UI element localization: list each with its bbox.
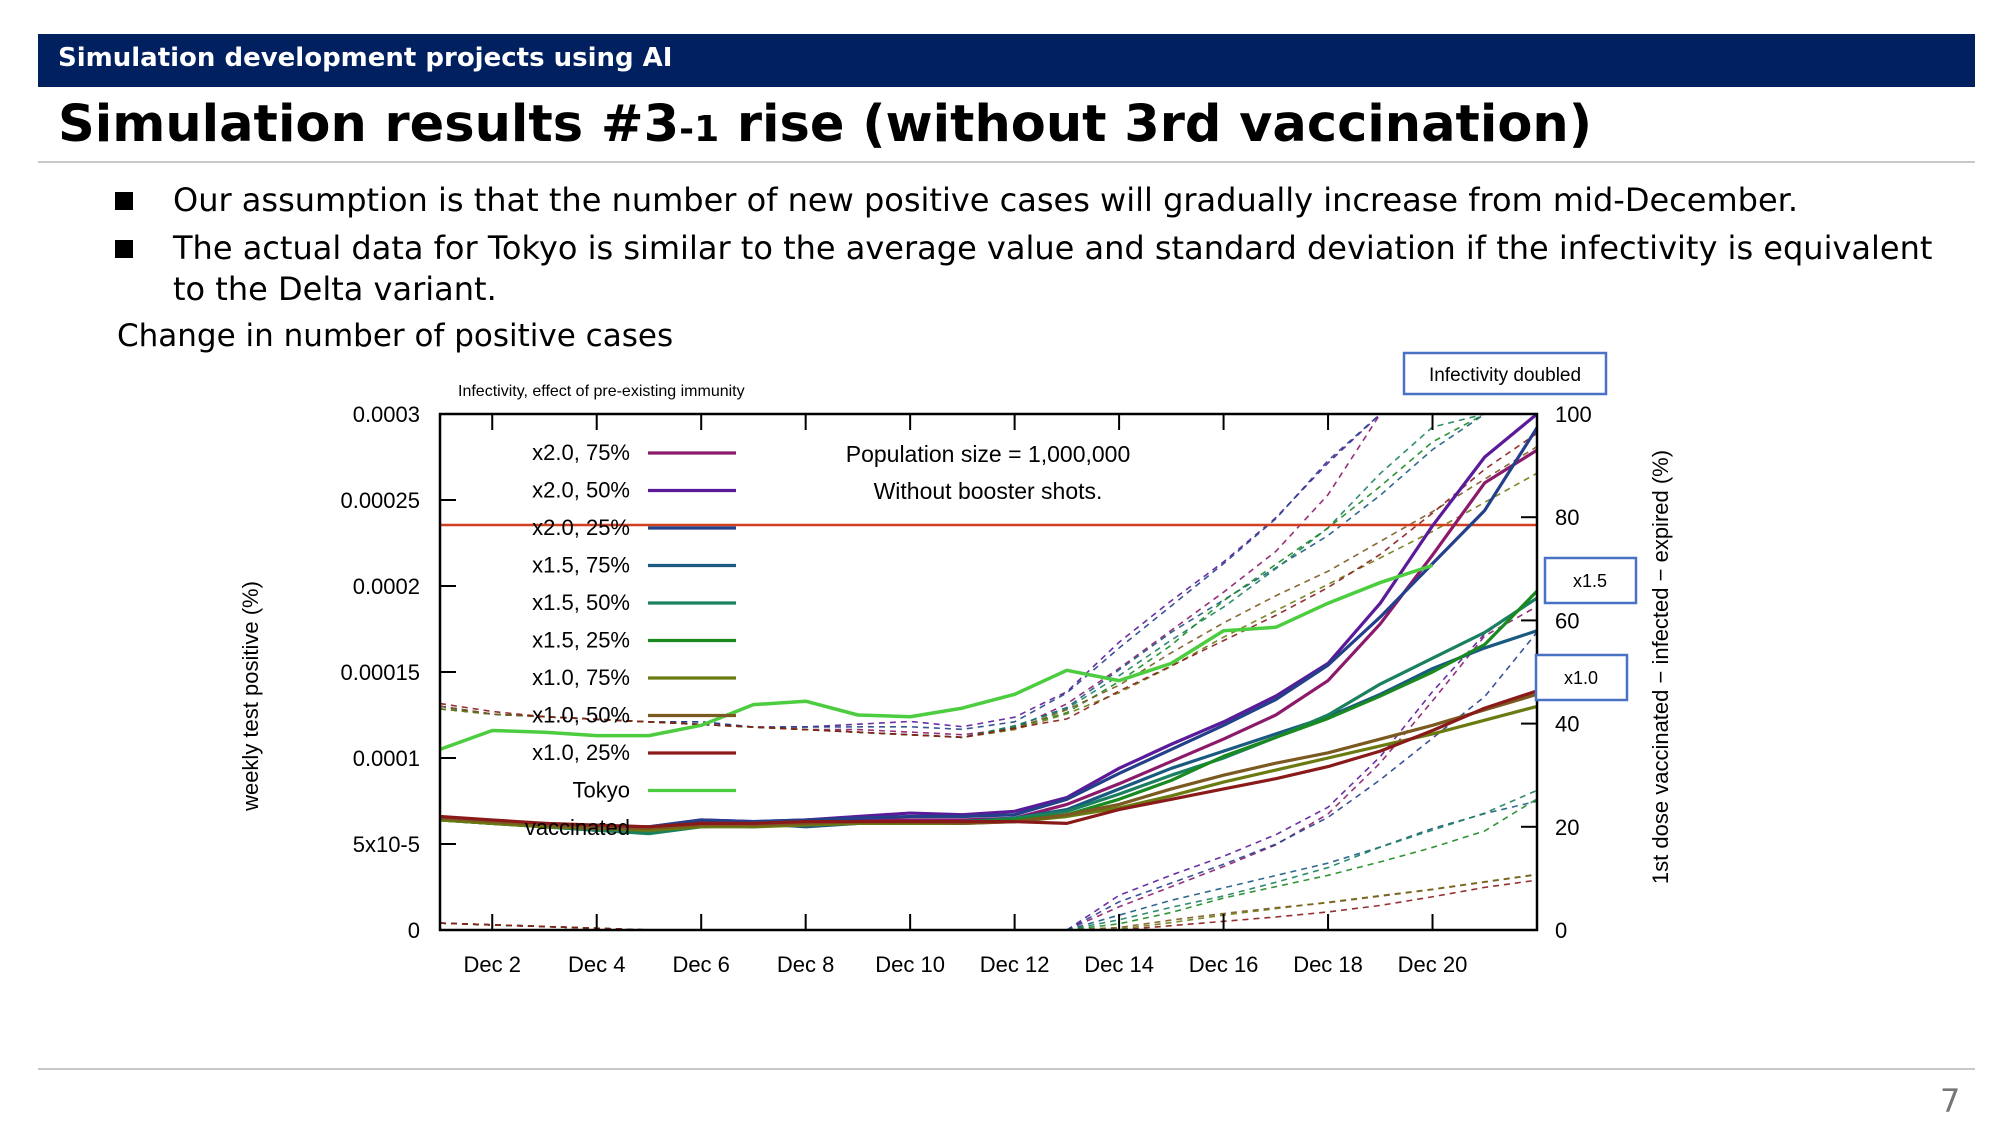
- x-tick-label: Dec 16: [1189, 952, 1259, 977]
- lower-band-line: [439, 879, 1538, 931]
- upper-band-line: [439, 413, 1537, 739]
- y-tick-label: 0: [408, 918, 420, 943]
- x-tick-label: Dec 18: [1293, 952, 1363, 977]
- x-tick-label: Dec 4: [568, 952, 625, 977]
- legend-label: x1.5, 50%: [532, 590, 630, 615]
- y2-tick-label: 20: [1555, 815, 1579, 840]
- legend-label: x1.0, 75%: [532, 665, 630, 690]
- bullet-text: Our assumption is that the number of new…: [173, 181, 1799, 219]
- header-bar: [38, 34, 1975, 87]
- y-axis-label: weekly test positive (%): [238, 581, 263, 812]
- title-divider: [38, 161, 1975, 163]
- bullet-item: The actual data for Tokyo is similar to …: [115, 228, 1955, 310]
- y-tick-label: 0.0003: [353, 402, 420, 427]
- series-line: [439, 689, 1538, 829]
- bullet-item: Our assumption is that the number of new…: [115, 180, 1955, 221]
- y2-tick-label: 100: [1555, 402, 1592, 427]
- legend-label: x1.0, 50%: [532, 703, 630, 728]
- y2-tick-label: 0: [1555, 918, 1567, 943]
- lower-band-line: [439, 789, 1538, 931]
- page-number: 7: [1940, 1082, 1961, 1120]
- callout-x1-0: x1.0: [1564, 668, 1598, 688]
- upper-band-line: [439, 413, 1537, 728]
- callout-infectivity-doubled: Infectivity doubled: [1429, 365, 1581, 386]
- lower-band-line: [439, 873, 1538, 931]
- chart-caption: Change in number of positive cases: [117, 318, 674, 354]
- lower-band-line: [439, 873, 1538, 931]
- x-tick-label: Dec 8: [777, 952, 834, 977]
- y2-tick-label: 80: [1555, 505, 1579, 530]
- legend-label: x2.0, 50%: [532, 478, 630, 503]
- page-title: Simulation results #3-1 rise (without 3r…: [58, 95, 1592, 154]
- upper-band-line: [439, 432, 1538, 739]
- y2-tick-label: 40: [1555, 712, 1579, 737]
- x-tick-label: Dec 10: [875, 952, 945, 977]
- legend-label: Tokyo: [573, 778, 630, 803]
- y-tick-label: 5x10-5: [353, 832, 420, 857]
- y2-tick-label: 60: [1555, 608, 1579, 633]
- x-tick-label: Dec 6: [672, 952, 729, 977]
- x-tick-label: Dec 14: [1084, 952, 1154, 977]
- x-tick-label: Dec 12: [980, 952, 1050, 977]
- footer-divider: [38, 1068, 1975, 1070]
- y2-axis-label: 1st dose vaccinated − infected − expired…: [1648, 450, 1673, 884]
- x-tick-label: Dec 2: [463, 952, 520, 977]
- bullet-list: Our assumption is that the number of new…: [115, 180, 1955, 317]
- legend-label: x1.5, 75%: [532, 553, 630, 578]
- callout-x1-5: x1.5: [1573, 571, 1607, 591]
- bullet-text: The actual data for Tokyo is similar to …: [173, 229, 1933, 308]
- callout-x1-0-box: [1534, 653, 1629, 702]
- title-sub: -1: [679, 109, 720, 150]
- callout-infectivity-doubled-box: [1402, 351, 1608, 396]
- series-line: [439, 412, 1539, 831]
- series-line: [439, 563, 1434, 752]
- y-tick-label: 0.00025: [340, 488, 420, 513]
- x-tick-label: Dec 20: [1398, 952, 1468, 977]
- bullet-square-icon: [115, 240, 133, 258]
- upper-band-line: [439, 413, 1537, 736]
- legend-label: vaccinated: [525, 815, 630, 840]
- callout-x1-5-box: [1543, 556, 1638, 605]
- bullet-square-icon: [115, 192, 133, 210]
- title-main: Simulation results #3: [58, 95, 680, 154]
- legend-label: x2.0, 75%: [532, 440, 630, 465]
- legend-label: x1.5, 25%: [532, 628, 630, 653]
- annotation-population: Population size = 1,000,000: [846, 441, 1131, 467]
- header-bar-text: Simulation development projects using AI: [58, 43, 673, 73]
- legend-label: x2.0, 25%: [532, 515, 630, 540]
- annotation-booster: Without booster shots.: [874, 478, 1103, 504]
- title-rest: rise (without 3rd vaccination): [719, 95, 1593, 154]
- legend-label: x1.0, 25%: [532, 740, 630, 765]
- y-tick-label: 0.0002: [353, 574, 420, 599]
- upper-band-line: [439, 472, 1538, 739]
- y-tick-label: 0.0001: [353, 746, 420, 771]
- lower-band-line: [439, 605, 1538, 931]
- chart-subtitle: Infectivity, effect of pre-existing immu…: [458, 383, 745, 400]
- y-tick-label: 0.00015: [340, 660, 420, 685]
